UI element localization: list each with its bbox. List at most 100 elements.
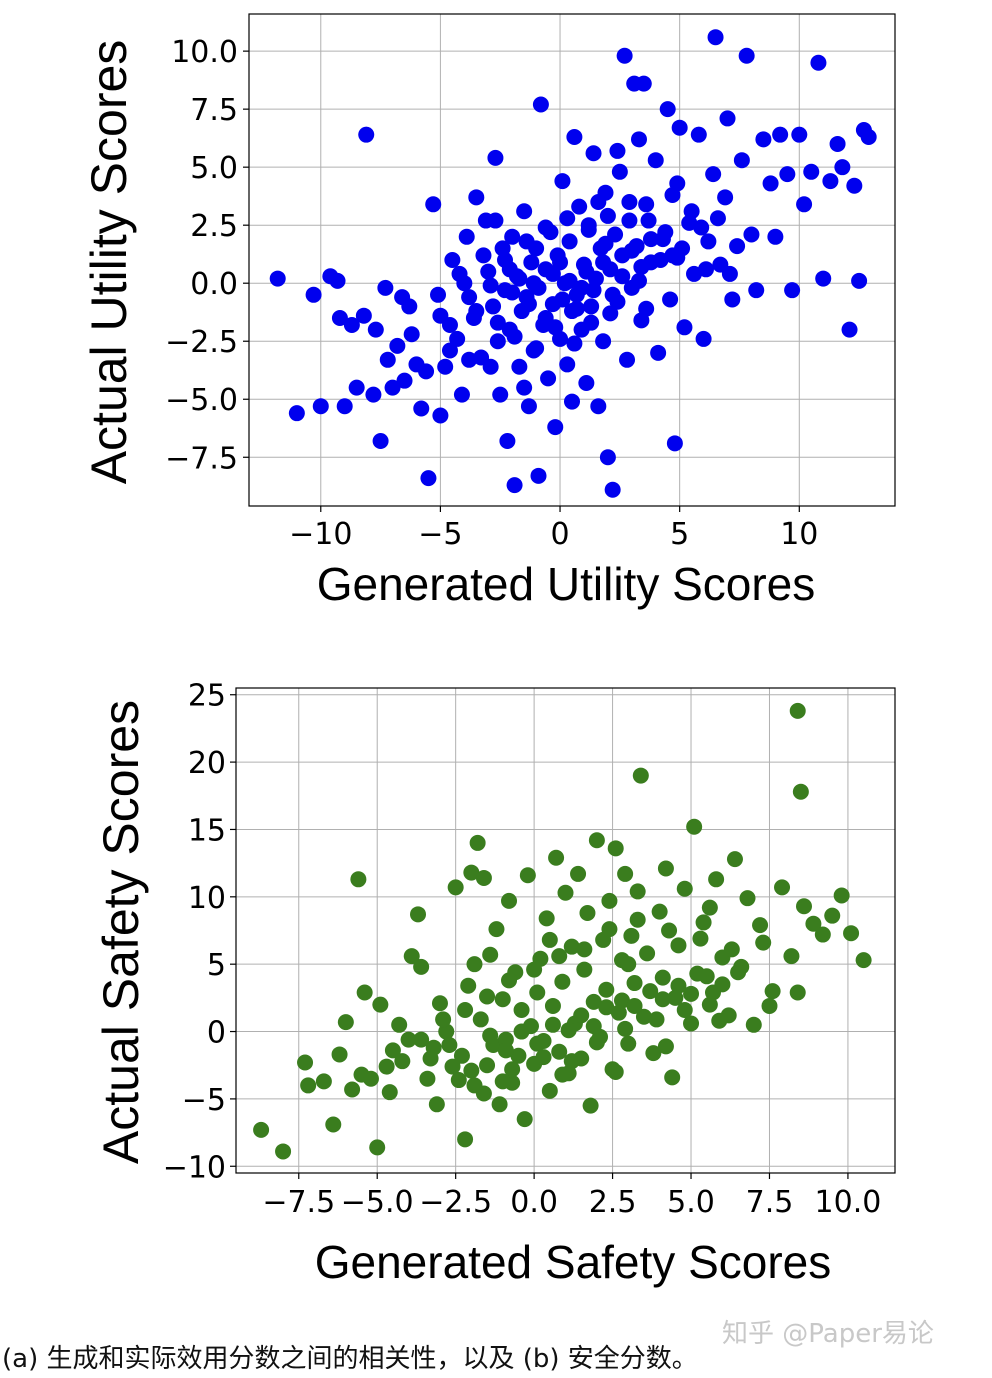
- data-point: [479, 1057, 496, 1074]
- data-point: [472, 1011, 489, 1028]
- data-point: [530, 467, 547, 484]
- data-point: [730, 964, 747, 981]
- data-point: [365, 386, 382, 403]
- data-point: [748, 282, 765, 299]
- data-point: [444, 252, 461, 268]
- data-point: [528, 340, 545, 357]
- data-point: [312, 398, 329, 415]
- data-point: [557, 884, 574, 901]
- x-tick-label: 7.5: [746, 1185, 794, 1220]
- data-point: [698, 968, 715, 985]
- data-point: [453, 386, 470, 403]
- data-point: [554, 173, 571, 190]
- data-point: [541, 931, 558, 948]
- data-point: [529, 1035, 546, 1052]
- data-point: [487, 212, 504, 229]
- data-point: [461, 351, 478, 368]
- data-point: [803, 163, 820, 180]
- data-point: [695, 330, 712, 347]
- data-point: [762, 175, 779, 192]
- data-point: [585, 993, 602, 1010]
- y-tick-label: 0.0: [190, 267, 238, 302]
- data-point: [451, 265, 468, 282]
- data-point: [613, 992, 630, 1009]
- data-point: [739, 890, 756, 907]
- data-point: [796, 196, 813, 213]
- data-point: [475, 1085, 492, 1102]
- data-point: [458, 228, 475, 245]
- data-point: [413, 400, 430, 417]
- data-point: [814, 926, 831, 943]
- plot-frame: [248, 13, 896, 507]
- data-point: [597, 235, 614, 252]
- data-point: [410, 906, 427, 923]
- data-point: [617, 865, 634, 882]
- data-point: [568, 300, 585, 317]
- data-point: [791, 126, 808, 143]
- data-point: [544, 265, 561, 282]
- x-tick-label: 10.0: [815, 1185, 882, 1220]
- x-tick-label: −7.5: [262, 1185, 335, 1220]
- data-point: [846, 177, 863, 194]
- grid: [236, 688, 895, 1173]
- data-point: [723, 941, 740, 958]
- data-point: [654, 969, 671, 986]
- data-point: [425, 196, 442, 213]
- plot-frame: [235, 687, 896, 1174]
- data-point: [297, 1054, 314, 1071]
- data-point: [469, 834, 486, 851]
- data-point: [513, 1023, 530, 1040]
- data-point: [337, 1014, 354, 1031]
- data-point: [676, 1001, 693, 1018]
- data-point: [372, 996, 389, 1013]
- data-point: [384, 1042, 401, 1059]
- data-point: [350, 871, 367, 888]
- data-point: [356, 984, 373, 1001]
- data-point: [378, 1058, 395, 1075]
- x-tick-label: 5: [670, 517, 689, 552]
- y-tick-label: −2.5: [165, 325, 238, 360]
- data-point: [561, 272, 578, 289]
- data-point: [717, 189, 734, 206]
- data-point: [648, 1011, 665, 1028]
- data-point: [450, 1072, 467, 1089]
- y-tick-label: 25: [188, 679, 226, 714]
- data-point: [772, 126, 789, 143]
- x-tick-label: −10: [289, 517, 352, 552]
- data-point: [733, 152, 750, 169]
- data-point: [487, 149, 504, 166]
- data-point: [494, 1073, 511, 1090]
- data-point: [607, 840, 624, 857]
- data-point: [513, 1001, 530, 1018]
- data-point: [620, 1035, 637, 1052]
- data-point: [576, 961, 593, 978]
- data-point: [435, 1011, 452, 1028]
- data-point: [396, 372, 413, 389]
- data-point: [676, 880, 693, 897]
- data-point: [403, 326, 420, 343]
- data-point: [343, 316, 360, 333]
- data-point: [664, 247, 681, 264]
- data-point: [709, 210, 726, 227]
- data-point: [489, 314, 506, 331]
- data-point: [695, 914, 712, 931]
- data-point: [767, 228, 784, 245]
- data-point: [833, 887, 850, 904]
- data-point: [711, 1012, 728, 1029]
- data-point: [355, 307, 372, 324]
- data-point: [391, 1016, 408, 1033]
- data-point: [623, 242, 640, 259]
- x-axis-label: Generated Utility Scores: [317, 558, 816, 610]
- data-point: [590, 193, 607, 210]
- data-point: [444, 1058, 461, 1075]
- data-point: [379, 351, 396, 368]
- data-point: [422, 1050, 439, 1067]
- data-point: [719, 110, 736, 127]
- data-point: [501, 972, 518, 989]
- data-point: [506, 328, 523, 345]
- data-point: [578, 375, 595, 391]
- data-point: [573, 279, 590, 296]
- data-point: [621, 193, 638, 210]
- data-point: [630, 272, 647, 289]
